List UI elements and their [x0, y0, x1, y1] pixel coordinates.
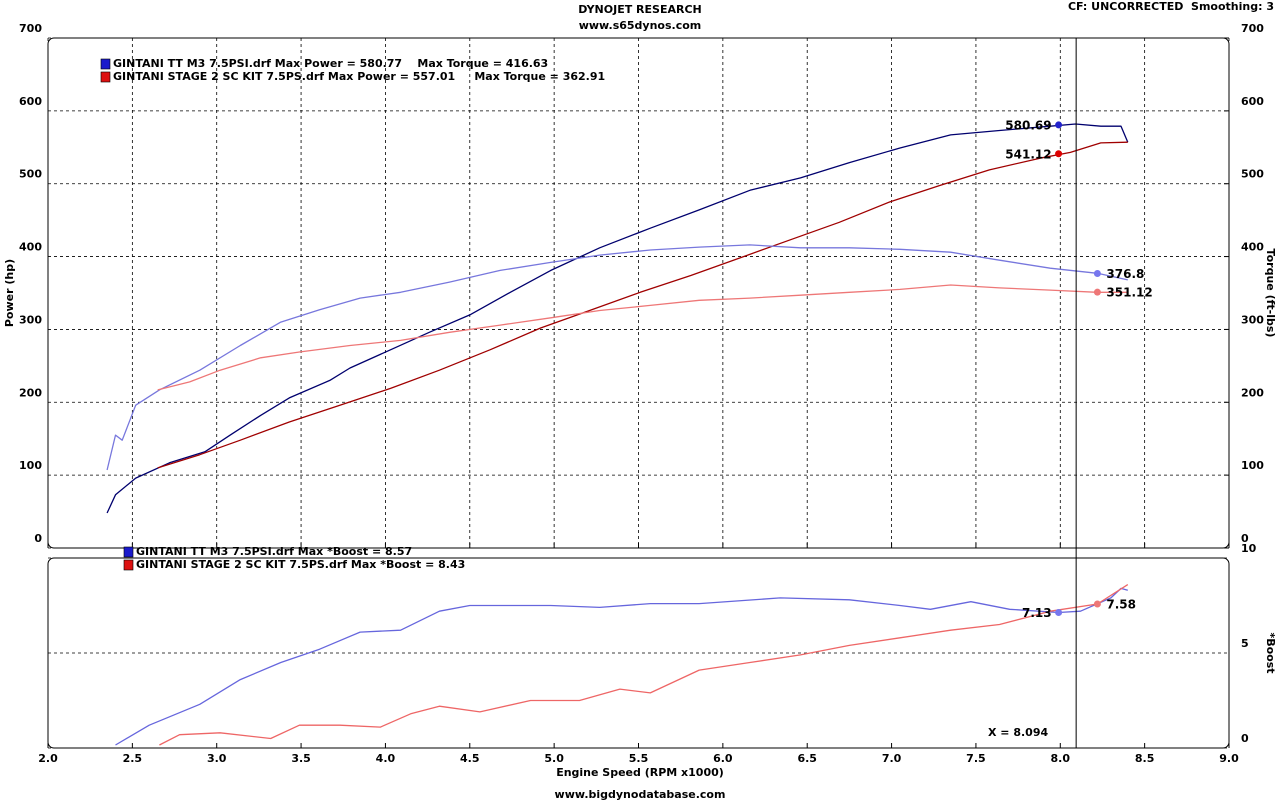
marker-dot	[1055, 150, 1063, 158]
legend-swatch	[100, 71, 111, 83]
marker-label: 541.12	[1005, 147, 1051, 161]
y2-tick-label: 600	[1241, 95, 1264, 108]
chart-subtitle: www.s65dynos.com	[579, 19, 702, 32]
y2-tick-label: 0	[1241, 532, 1249, 545]
y-tick-label: 300	[19, 313, 42, 326]
marker-dot	[1093, 288, 1101, 296]
y2-tick-label: 5	[1241, 637, 1249, 650]
x-tick-label: 2.5	[123, 752, 143, 765]
cursor-label: X = 8.094	[988, 726, 1048, 739]
y-axis-label: Power (hp)	[3, 259, 16, 327]
legend-swatch	[100, 58, 111, 70]
x-tick-label: 7.0	[882, 752, 902, 765]
x-axis-label: Engine Speed (RPM x1000)	[556, 766, 724, 779]
marker-dot	[1093, 600, 1101, 608]
x-tick-label: 3.0	[207, 752, 227, 765]
corner-note: CF: UNCORRECTED Smoothing: 3	[1068, 0, 1274, 13]
y2-tick-label: 400	[1241, 241, 1264, 254]
x-tick-label: 3.5	[291, 752, 311, 765]
marker-label: 7.58	[1106, 597, 1136, 611]
series-line	[106, 244, 1128, 471]
y-tick-label: 700	[19, 22, 42, 35]
y2-tick-label: 500	[1241, 168, 1264, 181]
x-tick-label: 8.0	[1051, 752, 1071, 765]
x-tick-label: 6.0	[713, 752, 733, 765]
x-tick-label: 5.0	[544, 752, 564, 765]
y2-tick-label: 200	[1241, 386, 1264, 399]
y2-tick-label: 0	[1241, 732, 1249, 745]
marker-label: 7.13	[1022, 606, 1052, 620]
marker-dot	[1093, 269, 1101, 277]
x-tick-label: 2.0	[38, 752, 58, 765]
y2-tick-label: 300	[1241, 313, 1264, 326]
y2-axis-label: Torque (ft-lbs)	[1264, 249, 1277, 338]
boost-axis-label: *Boost	[1264, 632, 1277, 673]
footer: www.bigdynodatabase.com	[555, 788, 726, 801]
series-line	[106, 123, 1129, 514]
x-tick-label: 5.5	[629, 752, 649, 765]
y2-tick-label: 700	[1241, 22, 1264, 35]
marker-dot	[1055, 121, 1063, 129]
x-tick-label: 4.5	[460, 752, 480, 765]
y-tick-label: 0	[34, 532, 42, 545]
y-tick-label: 100	[19, 459, 42, 472]
legend-label: GINTANI STAGE 2 SC KIT 7.5PS.drf Max *Bo…	[136, 558, 465, 571]
x-tick-label: 6.5	[797, 752, 817, 765]
x-tick-label: 4.0	[376, 752, 396, 765]
x-tick-label: 8.5	[1135, 752, 1155, 765]
legend-label: GINTANI TT M3 7.5PSI.drf Max *Boost = 8.…	[136, 545, 412, 558]
y2-tick-label: 10	[1241, 542, 1257, 555]
marker-label: 376.8	[1106, 267, 1144, 281]
marker-label: 580.69	[1005, 118, 1051, 132]
marker-label: 351.12	[1106, 286, 1152, 300]
y-tick-label: 400	[19, 241, 42, 254]
series-line	[159, 584, 1129, 746]
y2-tick-label: 100	[1241, 459, 1264, 472]
y-tick-label: 600	[19, 95, 42, 108]
legend-swatch	[123, 546, 134, 558]
legend-swatch	[123, 559, 134, 571]
legend-label: GINTANI STAGE 2 SC KIT 7.5PS.drf Max Pow…	[113, 70, 605, 83]
marker-dot	[1055, 609, 1063, 617]
y-tick-label: 500	[19, 168, 42, 181]
chart-title: DYNOJET RESEARCH	[578, 3, 701, 16]
series-line	[157, 141, 1128, 469]
legend-label: GINTANI TT M3 7.5PSI.drf Max Power = 580…	[113, 57, 548, 70]
y-tick-label: 200	[19, 386, 42, 399]
x-tick-label: 7.5	[966, 752, 986, 765]
series-line	[157, 284, 1128, 391]
x-tick-label: 9.0	[1219, 752, 1239, 765]
